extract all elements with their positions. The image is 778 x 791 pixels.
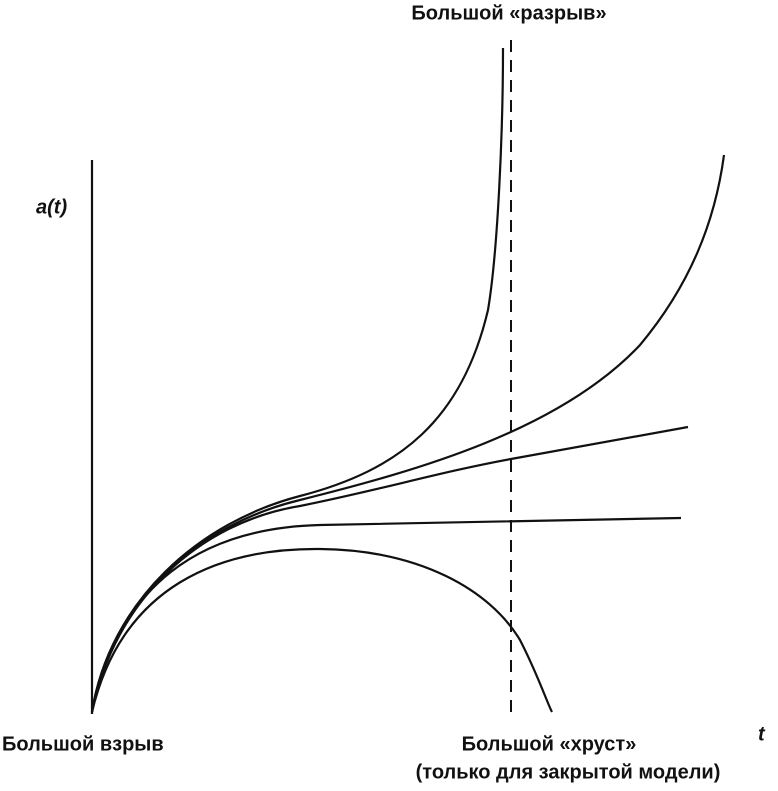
big-rip-label: Большой «разрыв» xyxy=(411,2,606,24)
big-bang-label: Большой взрыв xyxy=(2,733,164,755)
accelerating-curve xyxy=(90,154,726,713)
big-rip-curve xyxy=(90,47,505,713)
big-crunch-note: (только для закрытой модели) xyxy=(416,761,721,783)
x-axis-label: t xyxy=(758,723,766,745)
flat-curve xyxy=(90,516,682,713)
closed-curve xyxy=(90,547,553,713)
y-axis-label: a(t) xyxy=(36,196,67,218)
big-crunch-label: Большой «хруст» xyxy=(462,733,637,755)
linear-curve xyxy=(90,425,689,713)
